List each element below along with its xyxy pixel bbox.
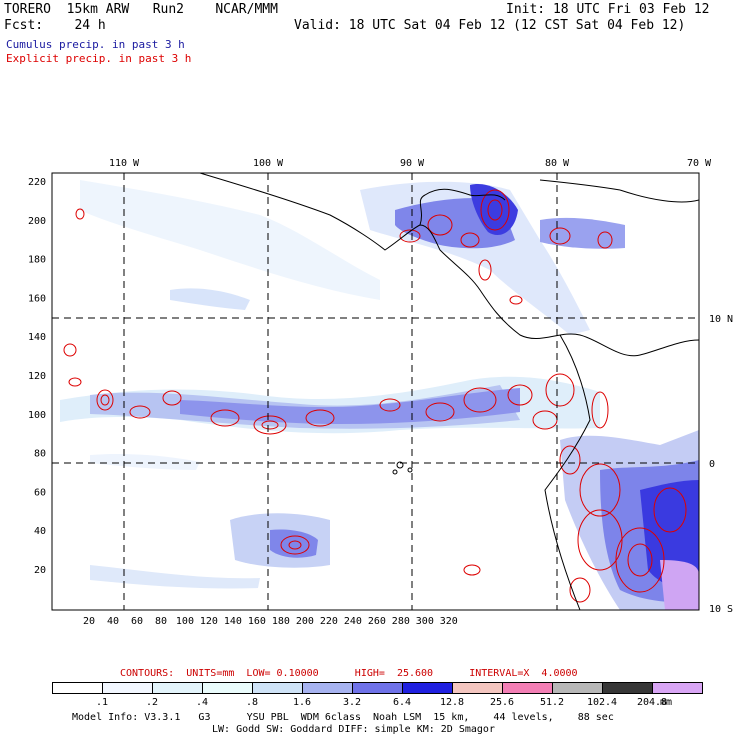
y-tick-label: 140: [28, 332, 46, 343]
y-tick-label: 180: [28, 255, 46, 266]
lon-label: 100 W: [253, 158, 284, 169]
legend-swatch: [302, 682, 353, 694]
legend-swatch: [652, 682, 703, 694]
x-tick-label: 280: [392, 616, 410, 627]
x-tick-label: 40: [107, 616, 119, 627]
legend-swatch: [252, 682, 303, 694]
precip-shading: [60, 180, 699, 610]
physics-info: LW: Godd SW: Goddard DIFF: simple KM: 2D…: [212, 724, 495, 735]
y-tick-label: 80: [34, 449, 46, 460]
lat-label: 10 S: [709, 604, 733, 615]
y-tick-label: 200: [28, 216, 46, 227]
x-tick-label: 200: [296, 616, 314, 627]
model-info: Model Info: V3.3.1 G3 YSU PBL WDM 6class…: [72, 712, 614, 723]
x-tick-label: 60: [131, 616, 143, 627]
legend-tick-label: .8: [245, 697, 259, 708]
legend-tick-label: 51.2: [539, 697, 565, 708]
legend-swatch: [102, 682, 153, 694]
legend-tick-label: .4: [195, 697, 209, 708]
x-tick-label: 160: [248, 616, 266, 627]
x-tick-label: 80: [155, 616, 167, 627]
x-tick-label: 180: [272, 616, 290, 627]
y-tick-label: 120: [28, 371, 46, 382]
explicit-precip-contours: [63, 189, 687, 603]
legend-tick-label: 12.8: [439, 697, 465, 708]
x-tick-label: 220: [320, 616, 338, 627]
y-tick-label: 220: [28, 177, 46, 188]
legend-unit: mm: [660, 697, 673, 708]
explicit-legend-label: Explicit precip. in past 3 h: [6, 52, 192, 65]
valid-time: Valid: 18 UTC Sat 04 Feb 12 (12 CST Sat …: [294, 18, 686, 33]
legend-swatch: [152, 682, 203, 694]
lon-label: 90 W: [400, 158, 425, 169]
x-tick-label: 300: [416, 616, 434, 627]
legend-swatch: [552, 682, 603, 694]
x-tick-label: 120: [200, 616, 218, 627]
model-title: TORERO 15km ARW Run2 NCAR/MMM: [4, 2, 278, 17]
y-tick-label: 60: [34, 487, 46, 498]
legend-tick-label: 102.4: [586, 697, 618, 708]
legend-tick-label: 3.2: [342, 697, 362, 708]
x-tick-label: 100: [176, 616, 194, 627]
coastlines: [199, 173, 699, 610]
lat-lon-grid: [52, 173, 699, 610]
y-grid-ticks: 220 200 180 160 140 120 100 80 60 40 20: [28, 177, 46, 576]
legend-swatch: [402, 682, 453, 694]
longitude-labels: 110 W 100 W 90 W 80 W 70 W: [109, 158, 712, 169]
y-tick-label: 160: [28, 293, 46, 304]
legend-swatch: [602, 682, 653, 694]
lon-label: 80 W: [545, 158, 570, 169]
forecast-hour: Fcst: 24 h: [4, 18, 106, 33]
lat-label: 0: [709, 459, 715, 470]
legend-swatch: [352, 682, 403, 694]
legend-swatch: [52, 682, 103, 694]
cumulus-legend-label: Cumulus precip. in past 3 h: [6, 38, 185, 51]
x-tick-label: 260: [368, 616, 386, 627]
x-tick-label: 20: [83, 616, 95, 627]
precip-map: 110 W 100 W 90 W 80 W 70 W 10 N 0 10 S 20 40 60 8…: [28, 158, 733, 627]
legend-tick-label: .1: [95, 697, 109, 708]
y-tick-label: 100: [28, 410, 46, 421]
legend-tick-label: 6.4: [392, 697, 412, 708]
lon-label: 110 W: [109, 158, 140, 169]
latitude-labels: 10 N 0 10 S: [709, 314, 733, 615]
legend-swatch: [502, 682, 553, 694]
init-time: Init: 18 UTC Fri 03 Feb 12: [506, 2, 710, 17]
lon-label: 70 W: [687, 158, 712, 169]
legend-swatch: [452, 682, 503, 694]
x-grid-ticks: 20 40 60 80 100 120 140 160 180 200 220 240 260 280 30…: [83, 616, 458, 627]
x-tick-label: 140: [224, 616, 242, 627]
map-frame: [51, 172, 700, 611]
lat-label: 10 N: [709, 314, 733, 325]
legend-tick-label: 1.6: [292, 697, 312, 708]
legend-tick-label: .2: [145, 697, 159, 708]
y-tick-label: 40: [34, 526, 46, 537]
x-tick-label: 240: [344, 616, 362, 627]
x-tick-label: 320: [440, 616, 458, 627]
legend-tick-label: 25.6: [489, 697, 515, 708]
contour-info: CONTOURS: UNITS=mm LOW= 0.10000 HIGH= 25…: [120, 668, 578, 679]
y-tick-label: 20: [34, 565, 46, 576]
legend-tick-label: 204.8: [636, 697, 668, 708]
legend-swatch: [202, 682, 253, 694]
